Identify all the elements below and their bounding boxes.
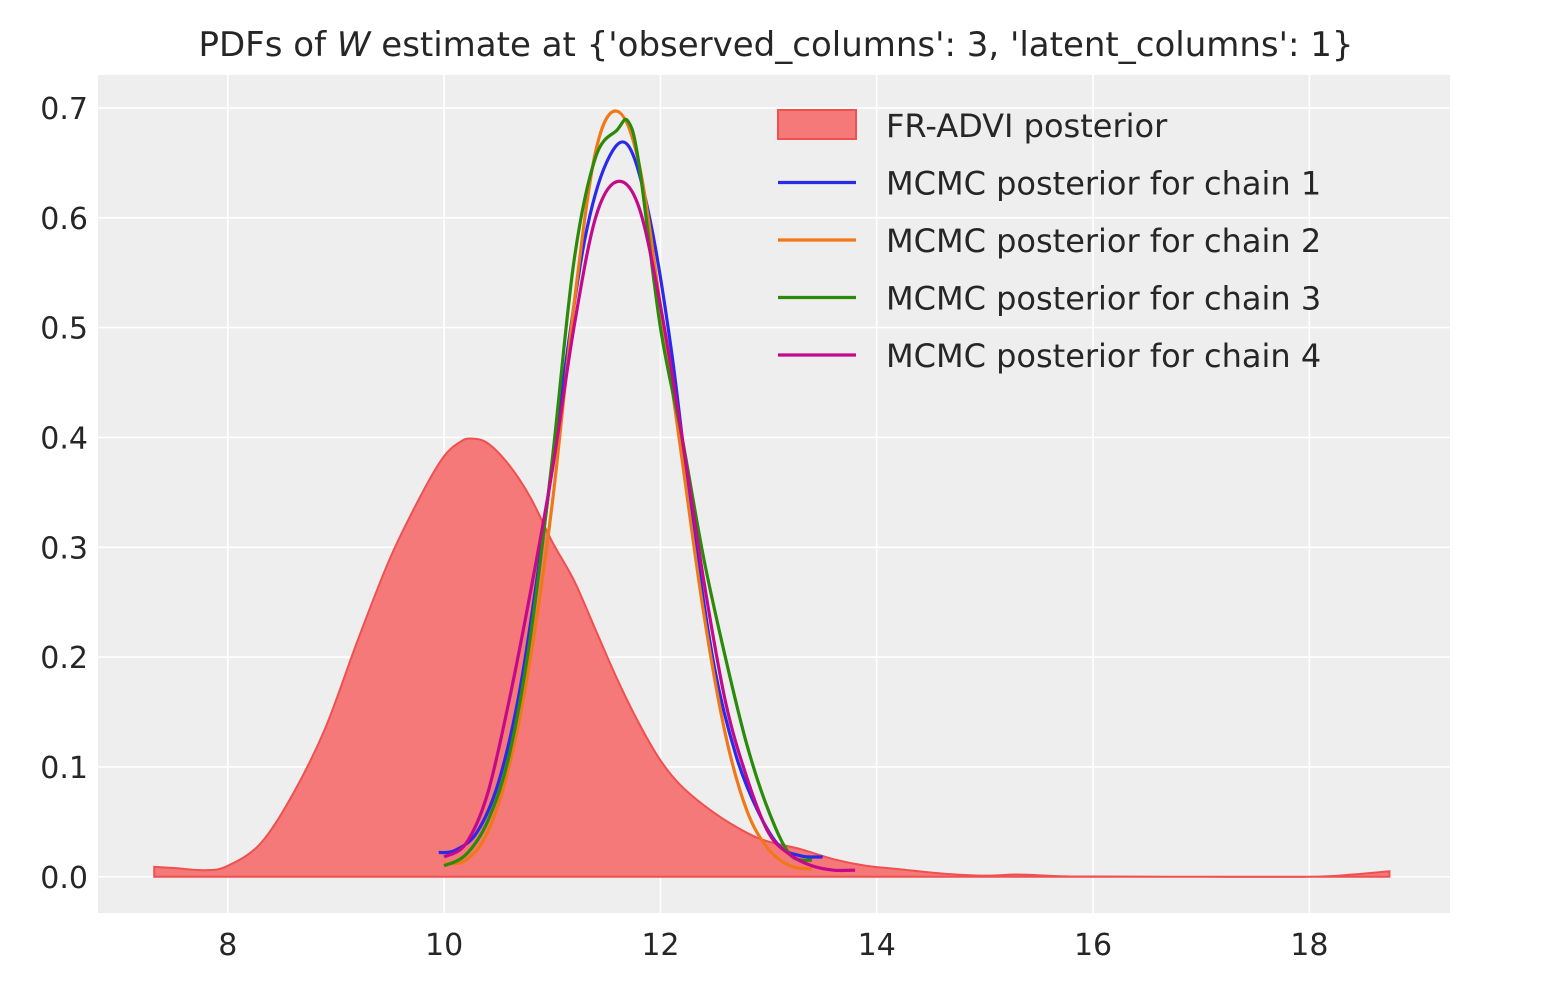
x-tick-label: 10 [425, 928, 463, 963]
legend-label: MCMC posterior for chain 1 [886, 165, 1321, 203]
x-tick-labels: 8 10 12 14 16 18 [218, 928, 1328, 963]
series-line-chain-4 [443, 179, 856, 873]
y-tick-label: 0.0 [40, 861, 88, 896]
area-series [153, 437, 1391, 878]
x-tick-label: 14 [858, 928, 896, 963]
y-tick-label: 0.1 [40, 751, 88, 786]
x-tick-label: 12 [641, 928, 679, 963]
legend-label: MCMC posterior for chain 3 [886, 280, 1321, 318]
line-series [438, 109, 856, 873]
y-tick-label: 0.3 [40, 531, 88, 566]
x-tick-label: 16 [1074, 928, 1112, 963]
y-tick-label: 0.7 [40, 92, 88, 127]
legend-label: MCMC posterior for chain 4 [886, 337, 1321, 375]
series-line-chain-2 [443, 109, 813, 871]
y-tick-label: 0.5 [40, 312, 88, 347]
y-tick-labels: 0.0 0.1 0.2 0.3 0.4 0.5 0.6 0.7 [40, 92, 88, 896]
chart-title: PDFs of W estimate at {'observed_columns… [199, 25, 1354, 65]
x-tick-label: 8 [218, 928, 237, 963]
legend-swatch [777, 109, 857, 140]
y-tick-label: 0.4 [40, 421, 88, 456]
y-tick-label: 0.6 [40, 202, 88, 237]
y-tick-label: 0.2 [40, 641, 88, 676]
series-area-fr-advi [153, 437, 1391, 878]
series-line-chain-3 [443, 117, 813, 868]
legend-label: MCMC posterior for chain 2 [886, 222, 1321, 260]
series-line-chain-1 [438, 140, 823, 859]
legend: FR-ADVI posterior MCMC posterior for chai… [777, 107, 1321, 375]
x-tick-label: 18 [1290, 928, 1328, 963]
legend-label: FR-ADVI posterior [886, 107, 1168, 145]
